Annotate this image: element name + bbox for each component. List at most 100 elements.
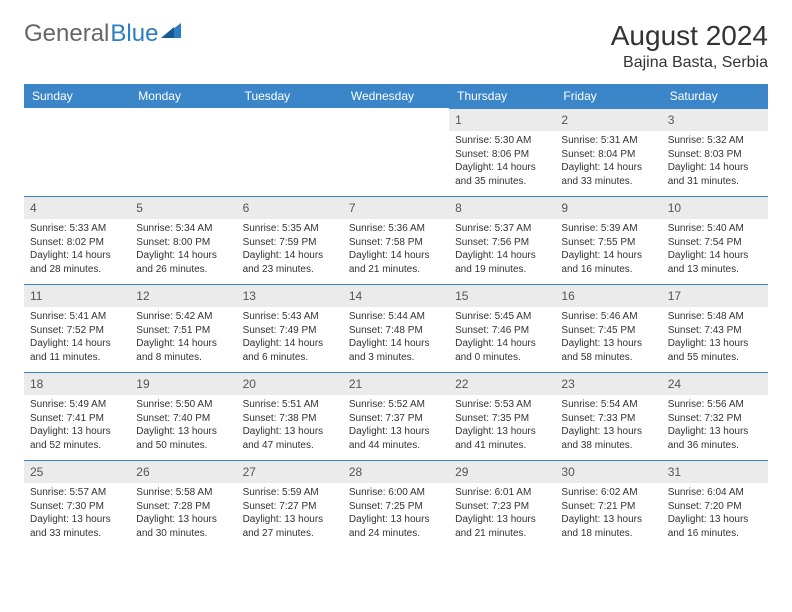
calendar-body: 1Sunrise: 5:30 AMSunset: 8:06 PMDaylight…	[24, 108, 768, 548]
sunset-line: Sunset: 7:35 PM	[455, 412, 549, 426]
calendar-cell	[343, 108, 449, 196]
sunrise-line: Sunrise: 5:39 AM	[561, 222, 655, 236]
day-body: Sunrise: 6:00 AMSunset: 7:25 PMDaylight:…	[343, 483, 449, 546]
calendar-cell: 14Sunrise: 5:44 AMSunset: 7:48 PMDayligh…	[343, 284, 449, 372]
sunset-line: Sunset: 7:43 PM	[668, 324, 762, 338]
daylight-line: Daylight: 13 hours and 21 minutes.	[455, 513, 549, 540]
daylight-line: Daylight: 13 hours and 30 minutes.	[136, 513, 230, 540]
title-block: August 2024 Bajina Basta, Serbia	[611, 20, 768, 72]
day-header: Sunday	[24, 84, 130, 108]
calendar-cell: 29Sunrise: 6:01 AMSunset: 7:23 PMDayligh…	[449, 460, 555, 548]
day-number: 15	[449, 284, 555, 307]
brand-part2: Blue	[110, 20, 158, 48]
day-body: Sunrise: 5:31 AMSunset: 8:04 PMDaylight:…	[555, 131, 661, 194]
sunrise-line: Sunrise: 5:45 AM	[455, 310, 549, 324]
calendar-cell: 4Sunrise: 5:33 AMSunset: 8:02 PMDaylight…	[24, 196, 130, 284]
day-number: 23	[555, 372, 661, 395]
daylight-line: Daylight: 14 hours and 33 minutes.	[561, 161, 655, 188]
daylight-line: Daylight: 13 hours and 41 minutes.	[455, 425, 549, 452]
sunset-line: Sunset: 7:46 PM	[455, 324, 549, 338]
sunset-line: Sunset: 7:59 PM	[243, 236, 337, 250]
day-number: 22	[449, 372, 555, 395]
calendar-week: 1Sunrise: 5:30 AMSunset: 8:06 PMDaylight…	[24, 108, 768, 196]
calendar-cell: 7Sunrise: 5:36 AMSunset: 7:58 PMDaylight…	[343, 196, 449, 284]
calendar-cell: 24Sunrise: 5:56 AMSunset: 7:32 PMDayligh…	[662, 372, 768, 460]
daylight-line: Daylight: 14 hours and 0 minutes.	[455, 337, 549, 364]
day-number: 9	[555, 196, 661, 219]
sunrise-line: Sunrise: 6:02 AM	[561, 486, 655, 500]
daylight-line: Daylight: 14 hours and 8 minutes.	[136, 337, 230, 364]
calendar-cell: 5Sunrise: 5:34 AMSunset: 8:00 PMDaylight…	[130, 196, 236, 284]
sunrise-line: Sunrise: 5:50 AM	[136, 398, 230, 412]
day-number: 21	[343, 372, 449, 395]
day-number: 14	[343, 284, 449, 307]
day-body: Sunrise: 5:52 AMSunset: 7:37 PMDaylight:…	[343, 395, 449, 458]
day-number: 10	[662, 196, 768, 219]
sunrise-line: Sunrise: 5:30 AM	[455, 134, 549, 148]
sunset-line: Sunset: 7:27 PM	[243, 500, 337, 514]
day-body: Sunrise: 5:59 AMSunset: 7:27 PMDaylight:…	[237, 483, 343, 546]
day-number: 28	[343, 460, 449, 483]
day-header: Thursday	[449, 84, 555, 108]
sunset-line: Sunset: 7:30 PM	[30, 500, 124, 514]
day-body: Sunrise: 5:57 AMSunset: 7:30 PMDaylight:…	[24, 483, 130, 546]
sunrise-line: Sunrise: 5:34 AM	[136, 222, 230, 236]
daylight-line: Daylight: 14 hours and 35 minutes.	[455, 161, 549, 188]
day-body: Sunrise: 5:46 AMSunset: 7:45 PMDaylight:…	[555, 307, 661, 370]
day-number: 20	[237, 372, 343, 395]
sunset-line: Sunset: 7:40 PM	[136, 412, 230, 426]
calendar-cell: 3Sunrise: 5:32 AMSunset: 8:03 PMDaylight…	[662, 108, 768, 196]
sunset-line: Sunset: 8:00 PM	[136, 236, 230, 250]
month-title: August 2024	[611, 20, 768, 52]
daylight-line: Daylight: 13 hours and 55 minutes.	[668, 337, 762, 364]
daylight-line: Daylight: 14 hours and 21 minutes.	[349, 249, 443, 276]
sail-icon	[161, 20, 183, 48]
sunrise-line: Sunrise: 5:56 AM	[668, 398, 762, 412]
calendar-cell: 19Sunrise: 5:50 AMSunset: 7:40 PMDayligh…	[130, 372, 236, 460]
calendar-cell	[24, 108, 130, 196]
daylight-line: Daylight: 13 hours and 36 minutes.	[668, 425, 762, 452]
sunset-line: Sunset: 7:20 PM	[668, 500, 762, 514]
daylight-line: Daylight: 14 hours and 3 minutes.	[349, 337, 443, 364]
day-number: 13	[237, 284, 343, 307]
sunset-line: Sunset: 8:03 PM	[668, 148, 762, 162]
sunset-line: Sunset: 7:45 PM	[561, 324, 655, 338]
calendar-cell: 25Sunrise: 5:57 AMSunset: 7:30 PMDayligh…	[24, 460, 130, 548]
day-body: Sunrise: 5:40 AMSunset: 7:54 PMDaylight:…	[662, 219, 768, 282]
brand-logo: GeneralBlue	[24, 20, 183, 48]
sunset-line: Sunset: 7:21 PM	[561, 500, 655, 514]
calendar-week: 11Sunrise: 5:41 AMSunset: 7:52 PMDayligh…	[24, 284, 768, 372]
calendar-cell: 13Sunrise: 5:43 AMSunset: 7:49 PMDayligh…	[237, 284, 343, 372]
sunset-line: Sunset: 7:23 PM	[455, 500, 549, 514]
calendar-cell	[237, 108, 343, 196]
day-body: Sunrise: 5:44 AMSunset: 7:48 PMDaylight:…	[343, 307, 449, 370]
calendar-cell	[130, 108, 236, 196]
sunrise-line: Sunrise: 5:31 AM	[561, 134, 655, 148]
day-number: 30	[555, 460, 661, 483]
day-number: 3	[662, 108, 768, 131]
daylight-line: Daylight: 14 hours and 19 minutes.	[455, 249, 549, 276]
day-body: Sunrise: 5:36 AMSunset: 7:58 PMDaylight:…	[343, 219, 449, 282]
calendar-cell: 22Sunrise: 5:53 AMSunset: 7:35 PMDayligh…	[449, 372, 555, 460]
calendar-cell: 23Sunrise: 5:54 AMSunset: 7:33 PMDayligh…	[555, 372, 661, 460]
calendar-cell: 15Sunrise: 5:45 AMSunset: 7:46 PMDayligh…	[449, 284, 555, 372]
day-body: Sunrise: 5:33 AMSunset: 8:02 PMDaylight:…	[24, 219, 130, 282]
sunrise-line: Sunrise: 5:52 AM	[349, 398, 443, 412]
calendar-cell: 20Sunrise: 5:51 AMSunset: 7:38 PMDayligh…	[237, 372, 343, 460]
sunrise-line: Sunrise: 5:49 AM	[30, 398, 124, 412]
day-body: Sunrise: 5:42 AMSunset: 7:51 PMDaylight:…	[130, 307, 236, 370]
day-body: Sunrise: 5:45 AMSunset: 7:46 PMDaylight:…	[449, 307, 555, 370]
day-header: Saturday	[662, 84, 768, 108]
sunset-line: Sunset: 8:04 PM	[561, 148, 655, 162]
calendar-head: SundayMondayTuesdayWednesdayThursdayFrid…	[24, 84, 768, 108]
sunrise-line: Sunrise: 5:33 AM	[30, 222, 124, 236]
day-body: Sunrise: 5:56 AMSunset: 7:32 PMDaylight:…	[662, 395, 768, 458]
sunset-line: Sunset: 7:52 PM	[30, 324, 124, 338]
calendar-table: SundayMondayTuesdayWednesdayThursdayFrid…	[24, 84, 768, 548]
calendar-cell: 30Sunrise: 6:02 AMSunset: 7:21 PMDayligh…	[555, 460, 661, 548]
day-number: 7	[343, 196, 449, 219]
day-header-row: SundayMondayTuesdayWednesdayThursdayFrid…	[24, 84, 768, 108]
day-body: Sunrise: 5:41 AMSunset: 7:52 PMDaylight:…	[24, 307, 130, 370]
day-body: Sunrise: 5:34 AMSunset: 8:00 PMDaylight:…	[130, 219, 236, 282]
day-number: 6	[237, 196, 343, 219]
